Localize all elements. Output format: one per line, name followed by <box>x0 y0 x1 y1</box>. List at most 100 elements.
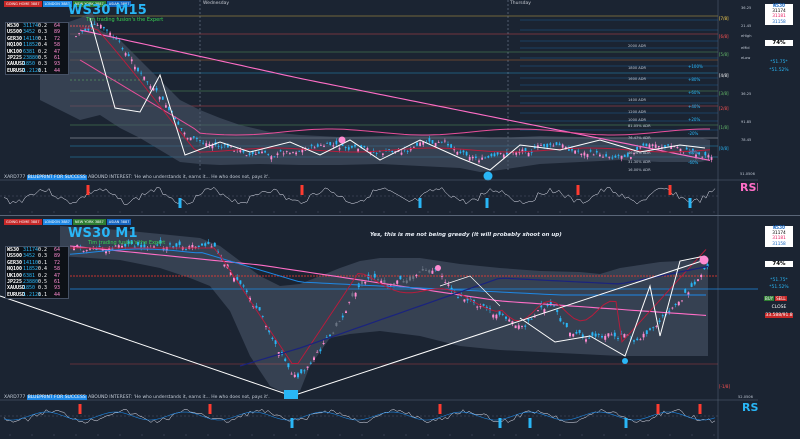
candle-body <box>399 275 402 280</box>
candle-body <box>177 121 180 125</box>
swing-high-marker <box>435 265 441 271</box>
candle-body <box>396 280 399 284</box>
candle-body <box>571 147 573 151</box>
dashboard-cell: 0.3 <box>38 253 48 260</box>
candle-body <box>169 243 171 245</box>
chart-subtitle: Tim trading fusion's the Expert <box>86 17 164 23</box>
candle-body <box>670 146 673 150</box>
candle-body <box>419 142 421 146</box>
candle-body <box>155 87 158 91</box>
candle-body <box>98 246 101 247</box>
dashboard-cell: 47 <box>54 272 61 279</box>
candle-body <box>565 322 568 327</box>
info-text: ABOUND INTEREST: 'He who understands it,… <box>88 175 270 180</box>
candle-body <box>153 246 155 248</box>
session-asian: ASIAN 3887 <box>106 1 132 7</box>
trade-buttons: BUY SELL <box>764 296 787 301</box>
rsi-line <box>3 408 716 424</box>
dashboard-row: XAUUSD 1850 0.3 93 <box>6 285 68 291</box>
dashboard-cell: 1.2121 <box>23 67 42 74</box>
candle-body <box>652 327 655 329</box>
sell-button[interactable]: SELL <box>775 296 787 301</box>
ma-fast <box>80 27 711 153</box>
candle-body <box>301 149 304 153</box>
session-tabs: GOING HOME 3887 LONDON 3887 NEW YORK 388… <box>4 219 132 225</box>
candle-body <box>351 145 353 148</box>
candle-body <box>630 157 632 159</box>
candle-body <box>479 306 482 308</box>
candle-body <box>496 152 499 155</box>
candle-body <box>105 250 107 254</box>
stat-2: *51.52% <box>769 68 789 73</box>
candle-body <box>521 149 524 153</box>
rsi-signal-bar <box>528 418 532 428</box>
dashboard-cell: 0.1 <box>38 67 48 74</box>
dashboard-cell: GER30 <box>7 259 23 266</box>
candle-body <box>189 137 192 141</box>
candle-body <box>481 157 483 160</box>
dashboard-cell: 0.5 <box>38 278 48 285</box>
candle-body <box>475 156 477 158</box>
murrey-level: [1/8] <box>719 125 729 130</box>
candle-body <box>508 319 511 322</box>
candle-body <box>561 144 564 148</box>
candle-body <box>185 248 187 250</box>
candle-body <box>276 153 279 155</box>
candle-body <box>688 151 691 153</box>
pct-label: +20% <box>688 117 701 122</box>
candle-body <box>597 334 600 335</box>
chart-window-m1[interactable]: GOING HOME 3887 LONDON 3887 NEW YORK 388… <box>0 216 800 439</box>
candle-body <box>341 315 344 318</box>
pct-label: +60% <box>688 90 701 95</box>
candle-body <box>261 316 264 317</box>
candle-body <box>261 151 263 154</box>
candle-body <box>121 245 123 248</box>
candle-body <box>258 151 260 154</box>
candle-body <box>493 153 496 157</box>
candle-body <box>93 23 96 25</box>
ma-slow <box>79 29 711 161</box>
candle-body <box>360 145 363 148</box>
info-prefix: XARD777 <box>4 175 26 180</box>
candle-body <box>143 76 146 80</box>
chart-window-m15[interactable]: GOING HOME 3887 LONDON 3887 NEW YORK 388… <box>0 0 800 216</box>
dashboard-row: NQ100 11852 0.4 58 <box>6 42 68 48</box>
candle-body <box>270 156 273 160</box>
dashboard-cell: 72 <box>54 35 61 42</box>
dashboard-cell: 0.1 <box>38 291 48 298</box>
candle-body <box>287 363 290 368</box>
price-chart-m15[interactable] <box>0 0 760 215</box>
candle-body <box>382 153 384 155</box>
candle-body <box>459 151 462 154</box>
buy-button[interactable]: BUY <box>764 296 775 301</box>
adr-label: 31.30% ADR <box>628 160 651 164</box>
rsi-line <box>3 186 716 205</box>
symbol-low: 31158 <box>772 19 786 25</box>
candle-body <box>607 333 610 337</box>
candle-body <box>210 246 213 248</box>
candle-body <box>633 153 635 155</box>
day-label-wednesday: Wednesday <box>203 1 230 6</box>
pct-label: -60% <box>688 160 699 165</box>
candle-body <box>101 249 104 251</box>
candle-body <box>695 154 697 157</box>
close-button[interactable]: CLOSE <box>771 305 787 310</box>
dashboard-row: JP225 23880 0.5 61 <box>6 279 68 285</box>
symbol-high: 31181 <box>772 14 786 20</box>
candle-body <box>555 142 558 145</box>
candle-body <box>332 332 335 334</box>
candle-body <box>341 144 344 146</box>
candle-body <box>657 146 660 148</box>
candle-body <box>75 36 77 37</box>
murrey-level: [7/8] <box>719 16 729 21</box>
price-chart-m1[interactable] <box>0 216 760 439</box>
dashboard-row: NQ100 11852 0.4 58 <box>6 266 68 272</box>
candle-body <box>642 333 645 338</box>
candle-body <box>468 157 471 161</box>
dashboard-row: JP225 23880 0.5 61 <box>6 55 68 61</box>
candle-body <box>447 284 450 286</box>
dashboard-cell: 0.2 <box>38 23 48 29</box>
candle-body <box>347 147 350 150</box>
candle-body <box>345 311 347 313</box>
swing-high-marker <box>699 255 709 265</box>
